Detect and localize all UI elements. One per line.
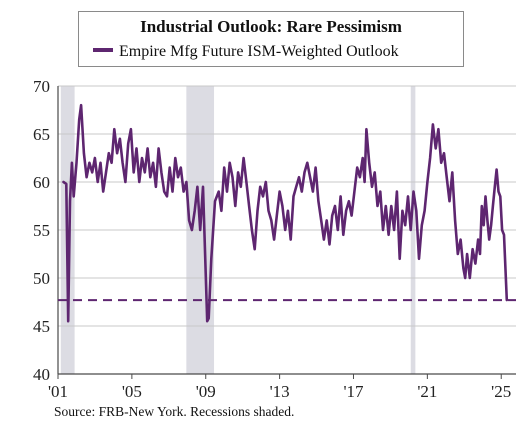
legend: Industrial Outlook: Rare Pessimism Empir… bbox=[78, 11, 464, 67]
axes bbox=[57, 86, 516, 379]
chart-title: Industrial Outlook: Rare Pessimism bbox=[140, 17, 402, 36]
x-tick-label: '01 bbox=[48, 382, 68, 401]
legend-entry: Empire Mfg Future ISM-Weighted Outlook bbox=[93, 43, 399, 61]
y-tick-label: 65 bbox=[33, 125, 50, 144]
gridlines bbox=[58, 85, 516, 327]
y-tick-label: 55 bbox=[33, 221, 50, 240]
y-tick-label: 40 bbox=[33, 365, 50, 384]
x-tick-label: '13 bbox=[270, 382, 290, 401]
x-tick-label: '21 bbox=[417, 382, 437, 401]
tick-labels: 40 45 50 55 60 65 70 '01 '05 '09 '13 '17 '21 '25 bbox=[33, 77, 511, 401]
series-layer bbox=[62, 103, 509, 323]
x-tick-label: '05 bbox=[122, 382, 142, 401]
legend-label: Empire Mfg Future ISM-Weighted Outlook bbox=[119, 43, 399, 60]
x-tick-label: '25 bbox=[491, 382, 511, 401]
x-tick-label: '17 bbox=[343, 382, 364, 401]
y-tick-label: 45 bbox=[33, 317, 50, 336]
series-line bbox=[62, 103, 509, 323]
legend-swatch bbox=[93, 48, 113, 53]
x-tick-label: '09 bbox=[196, 382, 216, 401]
y-tick-label: 60 bbox=[33, 173, 50, 192]
source-note: Source: FRB-New York. Recessions shaded. bbox=[54, 404, 295, 419]
y-tick-label: 70 bbox=[33, 77, 50, 96]
y-tick-label: 50 bbox=[33, 269, 50, 288]
